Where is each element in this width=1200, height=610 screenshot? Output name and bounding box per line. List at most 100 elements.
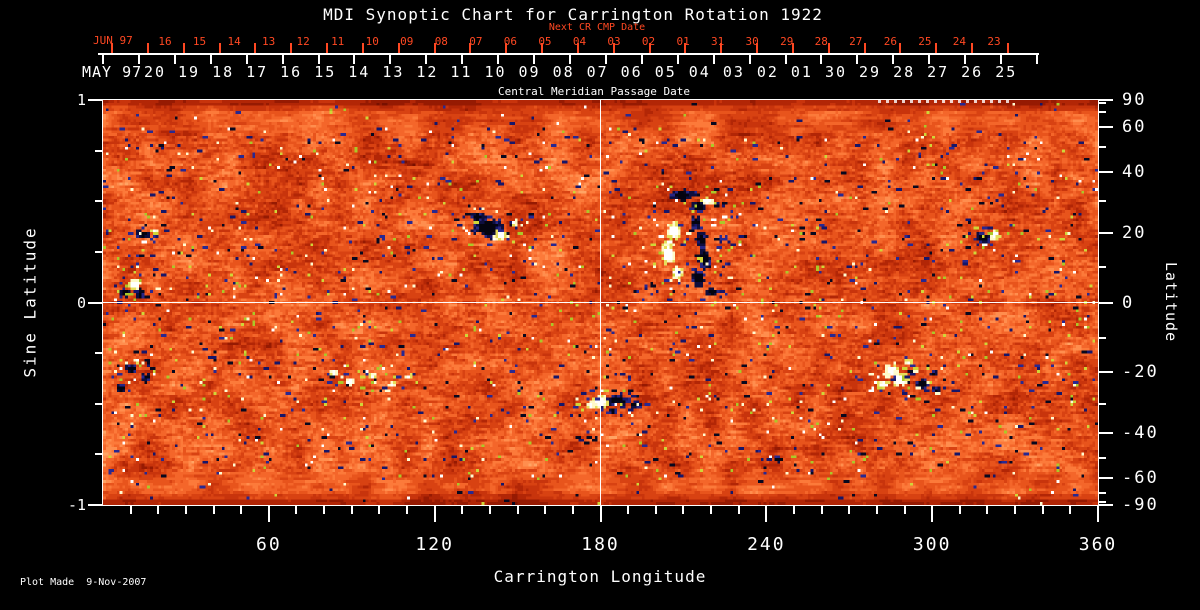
- x-minor-tick: [986, 506, 989, 514]
- x-minor-tick: [544, 506, 547, 514]
- next-cr-day-tick: [756, 43, 759, 53]
- y-left-tick-label: 0: [76, 293, 86, 312]
- y-right-minor-tick: [1098, 336, 1106, 339]
- y-left-minor-tick: [95, 149, 103, 152]
- y-left-major-tick: [88, 504, 103, 506]
- cmp-day-label: 12: [416, 63, 439, 81]
- x-major-tick: [433, 506, 436, 522]
- cmp-axis-line: [98, 53, 1039, 55]
- y-right-major-tick: [1098, 504, 1113, 506]
- x-minor-tick: [516, 506, 519, 514]
- next-cr-day-tick: [146, 43, 149, 53]
- plot-made-timestamp: Plot Made 9-Nov-2007: [20, 577, 147, 588]
- x-minor-tick: [406, 506, 409, 514]
- x-minor-tick: [323, 506, 326, 514]
- next-cr-day-label: 24: [952, 35, 967, 48]
- x-minor-tick: [157, 506, 160, 514]
- y-right-minor-tick: [1098, 146, 1106, 149]
- cmp-month-label: MAY 97: [82, 63, 143, 81]
- next-cr-day-label: 12: [296, 35, 310, 48]
- x-minor-tick: [654, 506, 657, 514]
- y-right-minor-tick: [1098, 500, 1106, 503]
- y-left-minor-tick: [95, 200, 103, 203]
- y-right-major-tick: [1098, 126, 1113, 129]
- next-cr-day-tick: [505, 43, 508, 53]
- next-cr-day-tick: [218, 43, 221, 53]
- next-cr-day-tick: [397, 43, 400, 53]
- cmp-day-tick: [533, 55, 536, 64]
- next-cr-day-label: 01: [676, 35, 690, 48]
- x-minor-tick: [737, 506, 740, 514]
- next-cr-day-label: 31: [711, 35, 725, 48]
- cmp-day-label: 28: [893, 63, 916, 81]
- next-cr-day-label: 07: [469, 35, 483, 48]
- next-cr-day-tick: [612, 43, 615, 53]
- cmp-day-tick: [317, 55, 320, 64]
- cmp-day-label: 29: [859, 63, 882, 81]
- cmp-day-tick: [928, 55, 931, 64]
- y-right-minor-tick: [1098, 111, 1106, 114]
- next-cr-day-tick: [899, 43, 902, 53]
- cmp-day-tick: [820, 55, 823, 64]
- plot-area: [102, 99, 1099, 506]
- x-minor-tick: [958, 506, 961, 514]
- x-minor-tick: [792, 506, 795, 514]
- next-cr-day-label: 11: [331, 35, 345, 48]
- cmp-day-label: 15: [314, 63, 337, 81]
- cmp-day-tick: [281, 55, 284, 64]
- next-cr-day-tick: [361, 43, 364, 53]
- next-cr-day-label: 23: [987, 35, 1001, 48]
- next-cr-day-label: 15: [192, 35, 207, 48]
- y-left-minor-tick: [95, 352, 103, 355]
- next-cr-day-label: 05: [538, 35, 552, 48]
- y-left-minor-tick: [95, 250, 103, 253]
- next-cr-day-label: 25: [918, 35, 932, 48]
- y-right-tick-label: 40: [1122, 162, 1147, 183]
- next-cr-day-tick: [254, 43, 257, 53]
- next-cr-day-label: 04: [572, 35, 587, 48]
- y-right-tick-label: -90: [1122, 495, 1159, 515]
- x-tick-label: 300: [912, 534, 952, 555]
- next-cr-day-tick: [684, 43, 687, 53]
- x-axis-title: Carrington Longitude: [493, 567, 707, 586]
- next-cr-day-label: 14: [227, 35, 241, 48]
- cmp-day-tick: [425, 55, 428, 64]
- cmp-day-label: 08: [552, 63, 575, 81]
- x-minor-tick: [295, 506, 298, 514]
- cmp-day-label: 14: [348, 63, 371, 81]
- next-cr-day-tick: [648, 43, 651, 53]
- cmp-day-label: 16: [280, 63, 303, 81]
- cmp-day-label: 05: [654, 63, 677, 81]
- cmp-day-tick: [102, 55, 104, 64]
- x-minor-tick: [488, 506, 491, 514]
- next-cr-day-label: 16: [158, 35, 172, 48]
- next-cr-day-label: 29: [780, 35, 794, 48]
- cmp-day-label: 09: [518, 63, 541, 81]
- y-left-tick-label: -1: [67, 496, 86, 514]
- cmp-day-label: 03: [722, 63, 745, 81]
- chart-title: MDI Synoptic Chart for Carrington Rotati…: [323, 5, 823, 24]
- cmp-day-label: 13: [382, 63, 405, 81]
- x-minor-tick: [1069, 506, 1072, 514]
- next-cr-day-tick: [720, 43, 723, 53]
- x-minor-tick: [820, 506, 823, 514]
- cmp-caption: Central Meridian Passage Date: [497, 85, 691, 98]
- y-right-tick-label: -60: [1122, 467, 1159, 488]
- next-cr-day-label: 03: [607, 35, 621, 48]
- next-cr-day-tick: [469, 43, 472, 53]
- y-right-tick-label: -40: [1122, 422, 1159, 443]
- y-right-major-tick: [1098, 476, 1113, 479]
- cmp-day-tick: [1035, 55, 1038, 64]
- cmp-day-label: 26: [961, 63, 984, 81]
- cmp-day-tick: [497, 55, 500, 64]
- next-cr-day-tick: [827, 43, 830, 53]
- cmp-day-tick: [676, 55, 679, 64]
- x-tick-label: 120: [415, 534, 454, 555]
- x-minor-tick: [1041, 506, 1044, 514]
- cmp-day-tick: [389, 55, 392, 64]
- next-cr-day-tick: [935, 43, 938, 53]
- x-major-tick: [267, 506, 270, 522]
- cmp-day-tick: [964, 55, 967, 64]
- y-right-major-tick: [1098, 171, 1113, 174]
- x-minor-tick: [710, 506, 713, 514]
